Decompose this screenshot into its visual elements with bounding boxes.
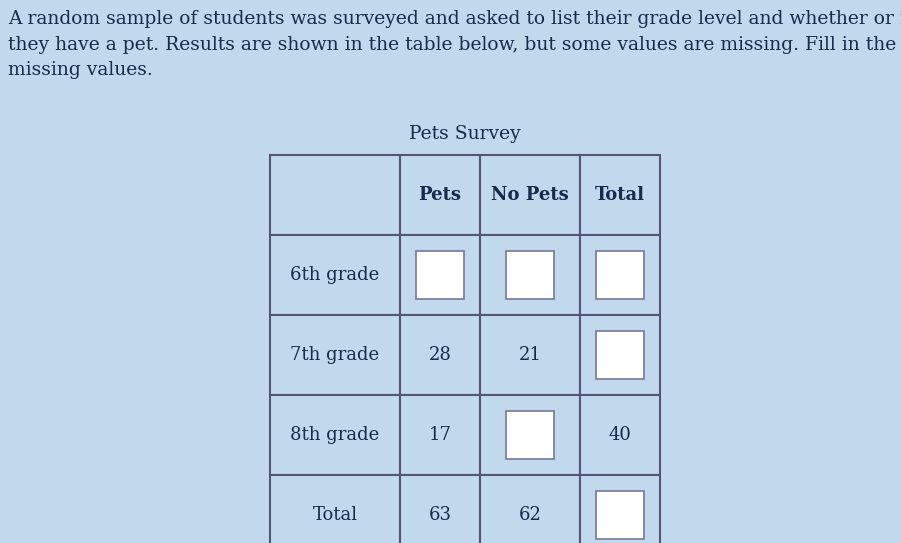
Text: 62: 62: [519, 506, 542, 524]
Bar: [480, 475, 580, 543]
Bar: [506, 251, 554, 299]
Text: 8th grade: 8th grade: [290, 426, 379, 444]
Bar: [270, 155, 400, 235]
Bar: [400, 475, 480, 543]
Bar: [270, 315, 400, 395]
Text: 6th grade: 6th grade: [290, 266, 379, 284]
Bar: [400, 235, 480, 315]
Bar: [270, 395, 400, 475]
Bar: [480, 155, 580, 235]
Bar: [580, 315, 660, 395]
Text: 63: 63: [429, 506, 451, 524]
Bar: [580, 235, 660, 315]
Bar: [400, 315, 480, 395]
Bar: [400, 395, 480, 475]
Bar: [506, 411, 554, 459]
Bar: [580, 395, 660, 475]
Text: 7th grade: 7th grade: [290, 346, 379, 364]
Text: 28: 28: [429, 346, 451, 364]
Text: A random sample of students was surveyed and asked to list their grade level and: A random sample of students was surveyed…: [8, 10, 901, 79]
Bar: [596, 251, 644, 299]
Bar: [480, 395, 580, 475]
Bar: [580, 155, 660, 235]
Bar: [400, 155, 480, 235]
Bar: [270, 235, 400, 315]
Text: Total: Total: [595, 186, 645, 204]
Text: 17: 17: [429, 426, 451, 444]
Text: Pets Survey: Pets Survey: [409, 125, 521, 143]
Bar: [596, 491, 644, 539]
Bar: [480, 315, 580, 395]
Bar: [480, 235, 580, 315]
Text: 40: 40: [608, 426, 632, 444]
Bar: [270, 475, 400, 543]
Bar: [416, 251, 464, 299]
Bar: [596, 331, 644, 379]
Text: Total: Total: [313, 506, 358, 524]
Text: No Pets: No Pets: [491, 186, 569, 204]
Text: Pets: Pets: [418, 186, 461, 204]
Bar: [580, 475, 660, 543]
Text: 21: 21: [519, 346, 542, 364]
